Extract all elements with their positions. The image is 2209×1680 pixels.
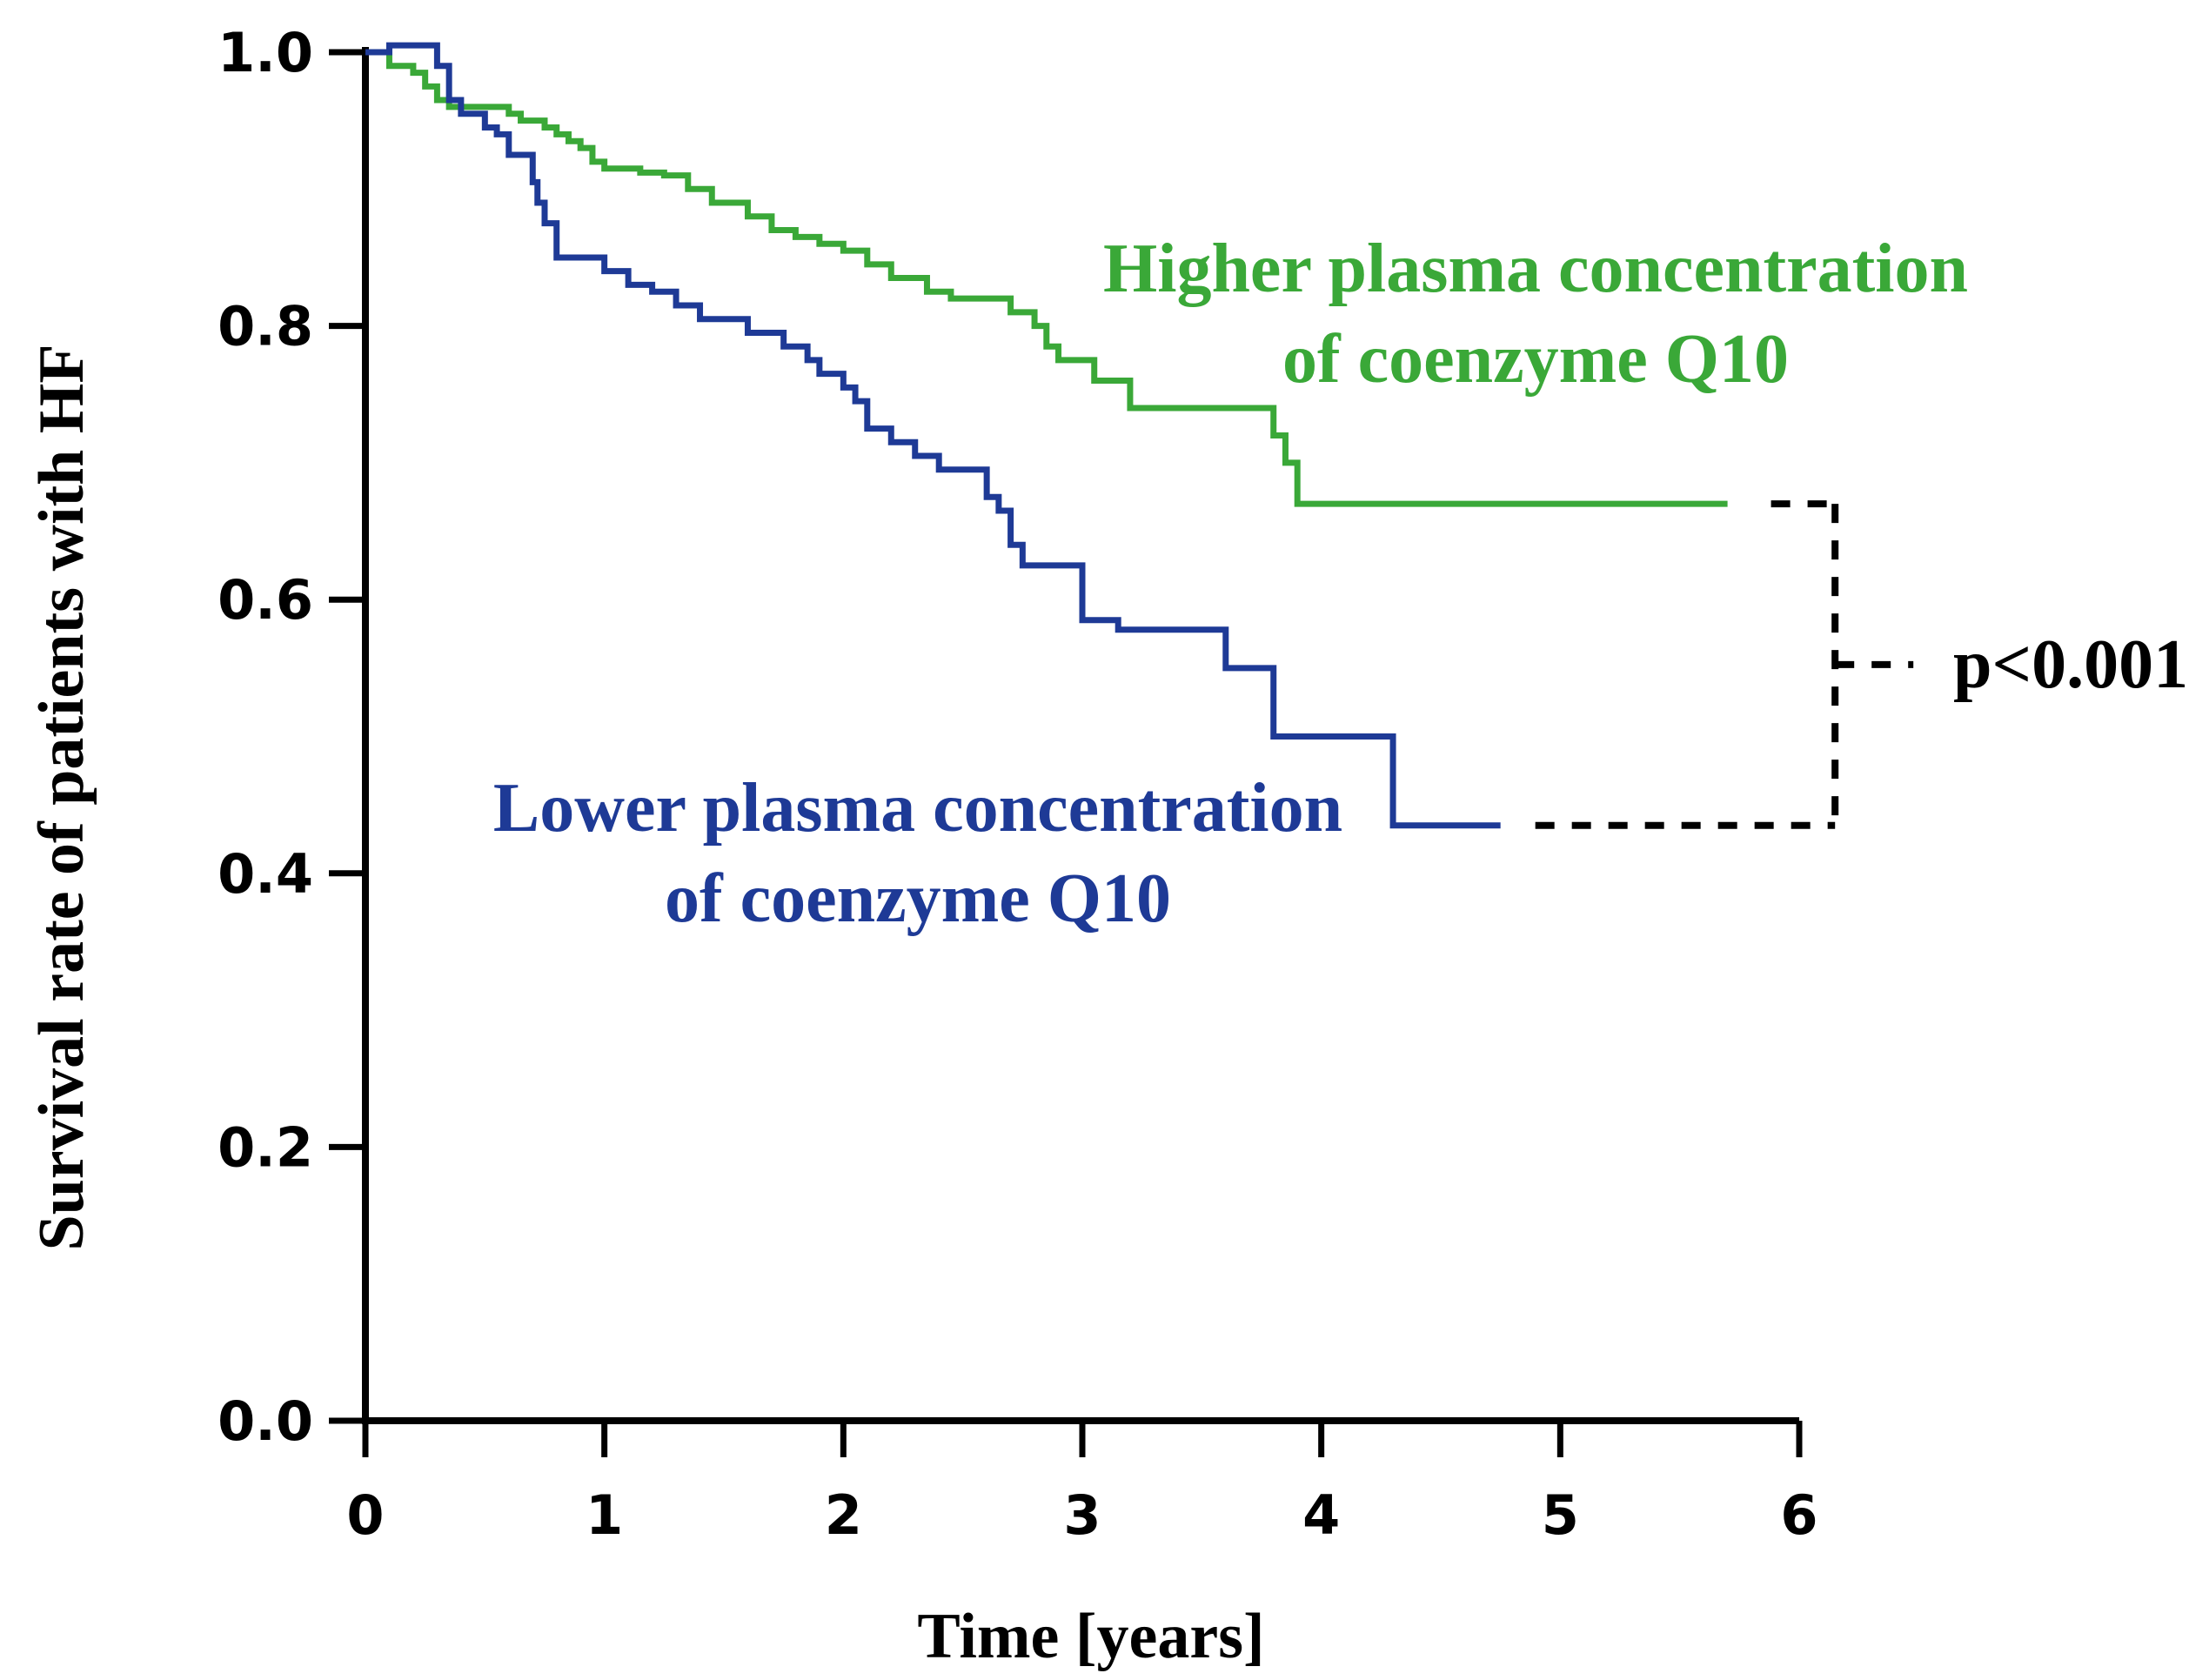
- x-tick-label: 1: [586, 1483, 623, 1547]
- x-tick-label: 6: [1780, 1483, 1817, 1547]
- p-value-label: p<0.001: [1953, 626, 2188, 703]
- lower-coq10-curve: [365, 42, 1501, 829]
- lower-coq10-label: Lower plasma concentration: [493, 770, 1342, 847]
- higher-coq10-curve: [365, 49, 1728, 507]
- x-tick-label: 5: [1542, 1483, 1579, 1547]
- y-tick-label: 0.0: [218, 1389, 313, 1453]
- x-axis-title: Time [years]: [917, 1601, 1264, 1672]
- y-tick-label: 0.6: [218, 568, 313, 632]
- chart-axes: 0.0 0.2 0.4 0.6 0.8 1.0 0 1 2 3 4 5 6: [218, 21, 1817, 1547]
- y-tick-label: 0.8: [218, 295, 313, 358]
- chart-curves: [365, 42, 1728, 829]
- lower-coq10-label: of coenzyme Q10: [665, 860, 1171, 937]
- x-tick-label: 4: [1302, 1483, 1340, 1547]
- y-tick-label: 0.2: [218, 1115, 313, 1179]
- x-tick-label: 3: [1063, 1483, 1101, 1547]
- x-tick-label: 0: [346, 1483, 384, 1547]
- higher-coq10-label: Higher plasma concentration: [1103, 231, 1968, 307]
- x-tick-label: 2: [825, 1483, 862, 1547]
- y-tick-label: 1.0: [218, 21, 313, 84]
- higher-coq10-label: of coenzyme Q10: [1282, 321, 1789, 398]
- y-axis-title: Survival rate of patients with HF: [26, 344, 97, 1250]
- chart-labels: Time [years] Survival rate of patients wi…: [26, 231, 2188, 1672]
- y-tick-label: 0.4: [218, 842, 313, 906]
